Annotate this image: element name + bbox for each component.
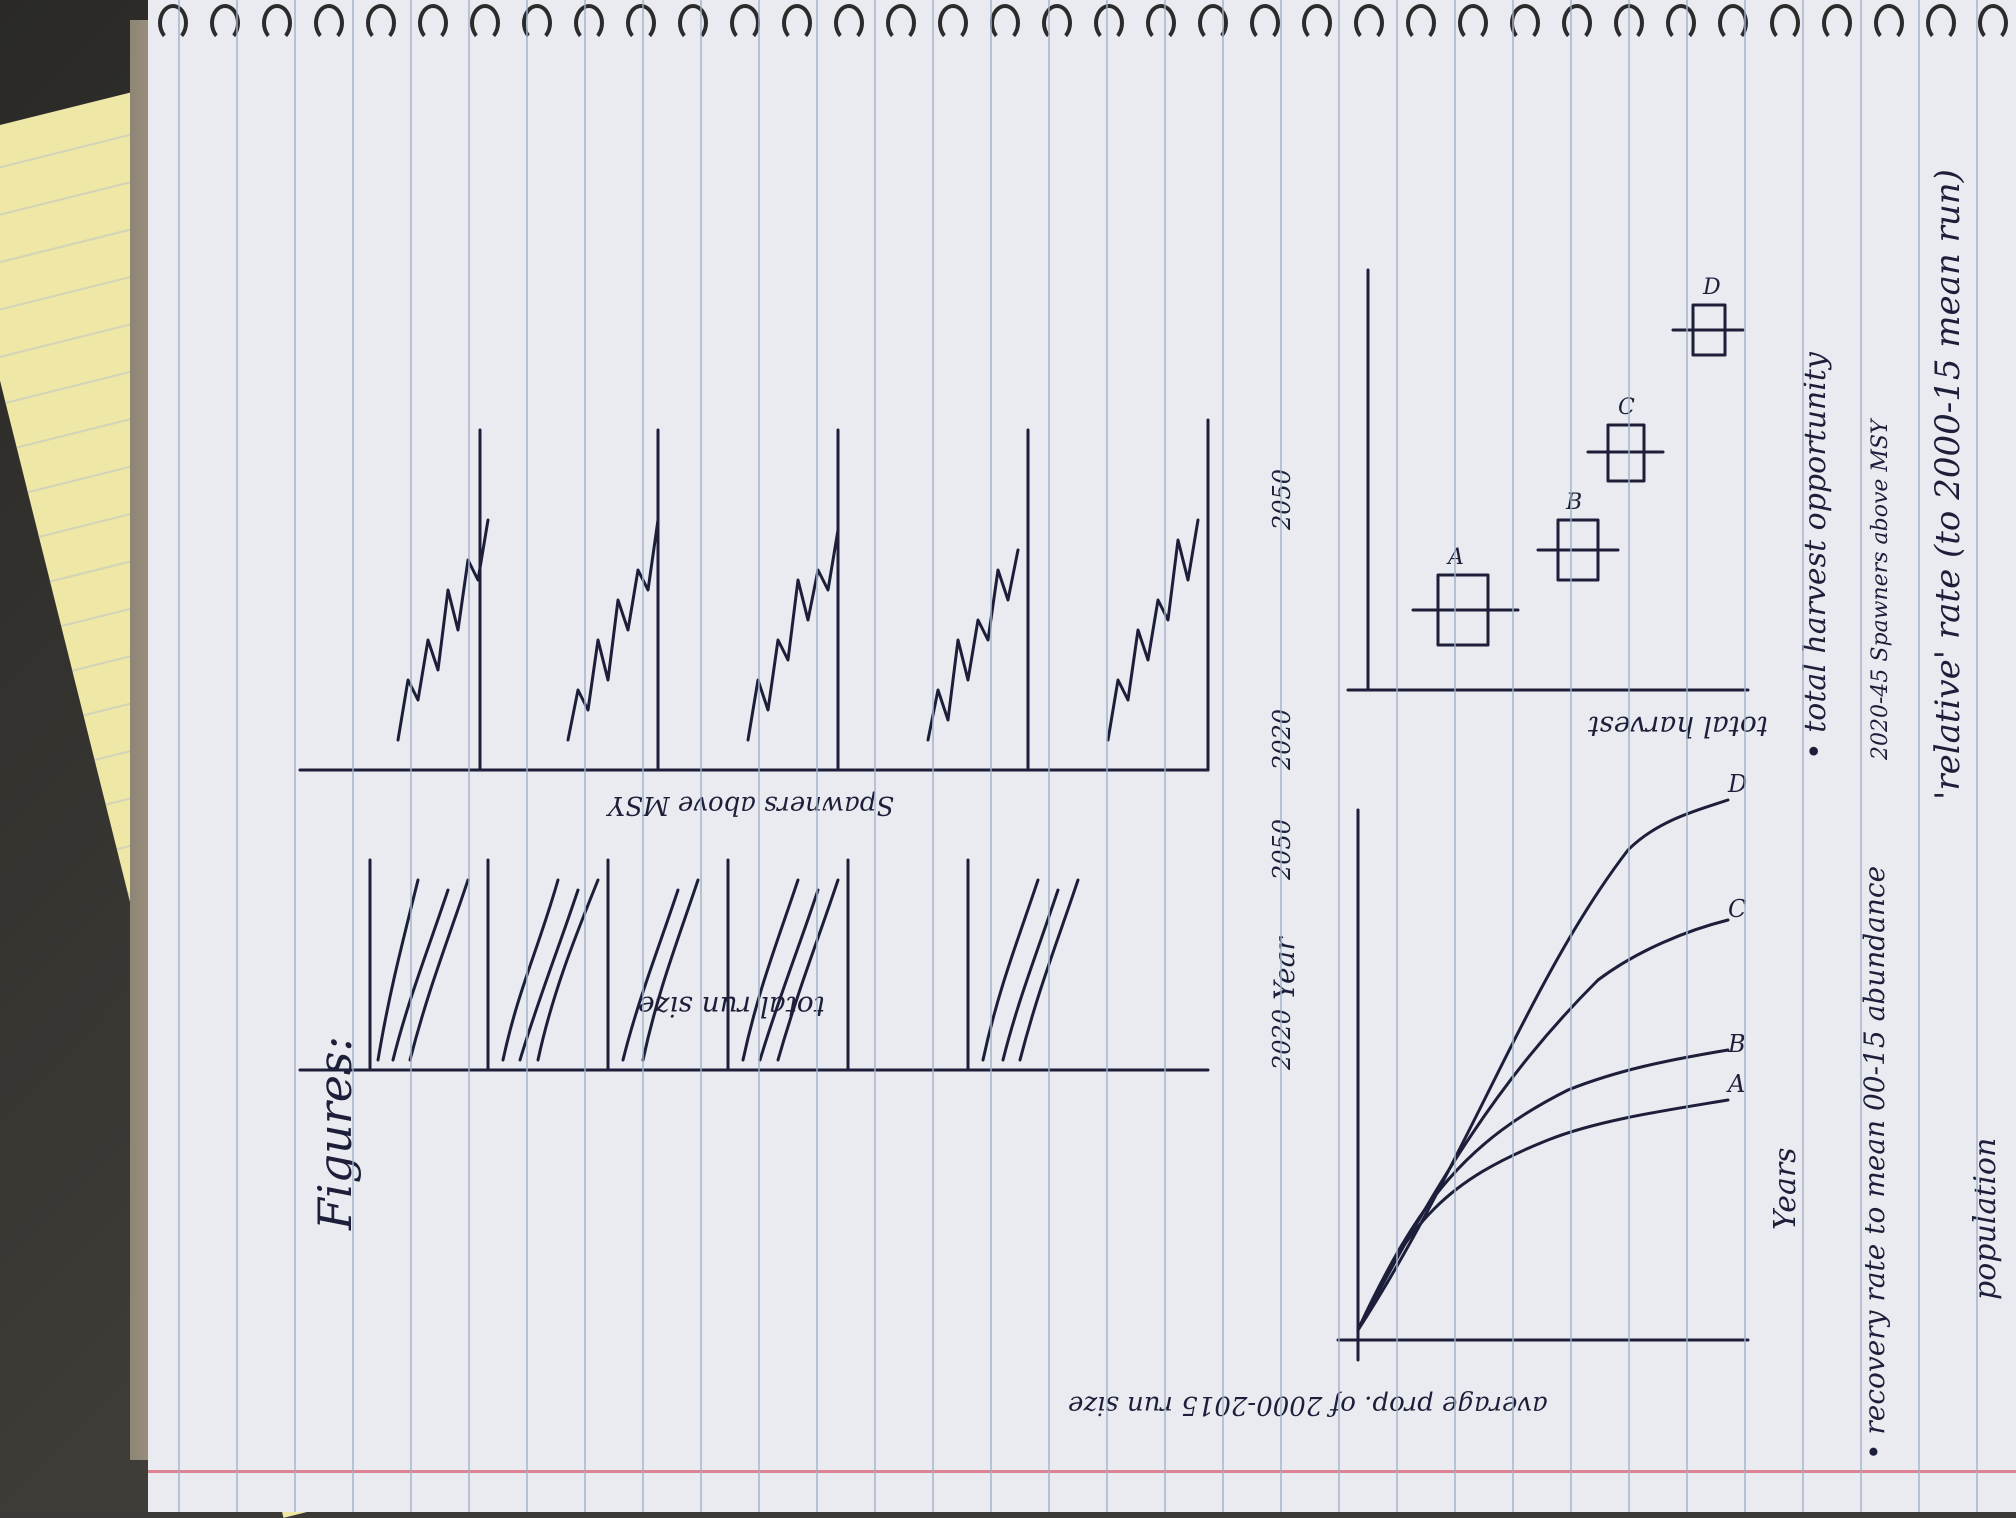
- curve-label-a: A: [1728, 1070, 1746, 1098]
- panel-1-xtick-start: 2020: [1268, 1008, 1296, 1070]
- page-rule: [178, 0, 180, 1512]
- spiral-ring: [1822, 4, 1852, 42]
- page-rule: [642, 0, 644, 1512]
- page-rule: [410, 0, 412, 1512]
- page-rule: [236, 0, 238, 1512]
- panel-3-ylabel: average prop. of 2000-2015 run size: [1068, 1390, 1548, 1420]
- panel-2-xtick-start: 2020: [1268, 708, 1296, 770]
- spiral-ring: [1874, 4, 1904, 42]
- page-rule: [1802, 0, 1804, 1512]
- spiral-ring: [1458, 4, 1488, 42]
- page-rule: [1918, 0, 1920, 1512]
- note-population: population: [1968, 1137, 2003, 1300]
- spiral-ring: [262, 4, 292, 42]
- spiral-ring: [834, 4, 864, 42]
- page-rule: [1280, 0, 1282, 1512]
- page-rule: [1048, 0, 1050, 1512]
- note-spawners-msy: 2020-45 Spawners above MSY: [1868, 419, 1893, 760]
- spiral-ring: [678, 4, 708, 42]
- spiral-binding: [148, 0, 2016, 42]
- box-label-d: D: [1703, 275, 1721, 300]
- spiral-ring: [574, 4, 604, 42]
- spiral-ring: [366, 4, 396, 42]
- panel-4-ylabel: total harvest: [1588, 710, 1769, 743]
- spiral-ring: [1718, 4, 1748, 42]
- spiral-ring: [1406, 4, 1436, 42]
- note-relative-rate: 'relative' rate (to 2000-15 mean run): [1928, 169, 1968, 800]
- panel-spawners: [298, 418, 1210, 772]
- spiral-ring: [314, 4, 344, 42]
- page-rule: [352, 0, 354, 1512]
- page-rule: [1570, 0, 1572, 1512]
- panel-1-xtick-end: 2050: [1268, 818, 1296, 880]
- spiral-ring: [1250, 4, 1280, 42]
- panel-1-ylabel: total run size: [638, 990, 825, 1023]
- page-rule: [1396, 0, 1398, 1512]
- panel-2-ylabel: Spawners above MSY: [608, 790, 895, 820]
- page-rule: [1222, 0, 1224, 1512]
- page-rule: [1106, 0, 1108, 1512]
- box-label-c: C: [1618, 395, 1635, 420]
- panel-run-size: [298, 858, 1210, 1072]
- spiral-ring: [522, 4, 552, 42]
- spiral-ring: [626, 4, 656, 42]
- spiral-ring: [1302, 4, 1332, 42]
- spiral-ring: [782, 4, 812, 42]
- note-recovery-rate: • recovery rate to mean 00-15 abundance: [1858, 865, 1891, 1460]
- page-rule: [1454, 0, 1456, 1512]
- spiral-ring: [470, 4, 500, 42]
- page-rule: [700, 0, 702, 1512]
- spiral-ring: [158, 4, 188, 42]
- panel-3-xlabel: Years: [1768, 1147, 1803, 1230]
- spiral-ring: [1094, 4, 1124, 42]
- curve-d: [1356, 798, 1730, 1332]
- page-rule: [932, 0, 934, 1512]
- spiral-ring: [1354, 4, 1384, 42]
- spiral-ring: [1042, 4, 1072, 42]
- page-rule: [294, 0, 296, 1512]
- page-rule: [1686, 0, 1688, 1512]
- page-rule: [1338, 0, 1340, 1512]
- panel-total-harvest: [1346, 268, 1750, 692]
- panel-average-prop: [1336, 798, 1750, 1362]
- page-rule: [816, 0, 818, 1512]
- page-rule: [874, 0, 876, 1512]
- spiral-ring: [210, 4, 240, 42]
- page-rule: [1976, 0, 1978, 1512]
- spiral-ring: [1926, 4, 1956, 42]
- spiral-ring: [1562, 4, 1592, 42]
- page-rule: [990, 0, 992, 1512]
- box-label-b: B: [1566, 490, 1583, 515]
- page-rule: [1628, 0, 1630, 1512]
- page-rule: [758, 0, 760, 1512]
- sketch-canvas: [298, 268, 1750, 1362]
- notebook-page: Figures: total run size 2020 Year 2050 S…: [148, 0, 2016, 1512]
- page-rule: [1512, 0, 1514, 1512]
- page-rule: [526, 0, 528, 1512]
- page-rule: [468, 0, 470, 1512]
- spiral-ring: [1198, 4, 1228, 42]
- page-rule: [1164, 0, 1166, 1512]
- curve-a: [1356, 1098, 1730, 1332]
- page-rule: [1744, 0, 1746, 1512]
- panel-1-xlabel: Year: [1268, 937, 1301, 1000]
- spiral-ring: [1666, 4, 1696, 42]
- spiral-ring: [886, 4, 916, 42]
- margin-line: [148, 1470, 2016, 1473]
- panel-2-xtick-end: 2050: [1268, 468, 1296, 530]
- curve-c: [1356, 918, 1730, 1332]
- curve-label-c: C: [1728, 895, 1747, 923]
- spiral-ring: [990, 4, 1020, 42]
- curve-label-d: D: [1728, 770, 1748, 798]
- curve-b: [1356, 1048, 1730, 1332]
- page-rule: [1860, 0, 1862, 1512]
- spiral-ring: [418, 4, 448, 42]
- curve-label-b: B: [1728, 1030, 1746, 1058]
- spiral-ring: [1770, 4, 1800, 42]
- page-rule: [584, 0, 586, 1512]
- spiral-ring: [1146, 4, 1176, 42]
- spiral-ring: [1978, 4, 2008, 42]
- spiral-ring: [938, 4, 968, 42]
